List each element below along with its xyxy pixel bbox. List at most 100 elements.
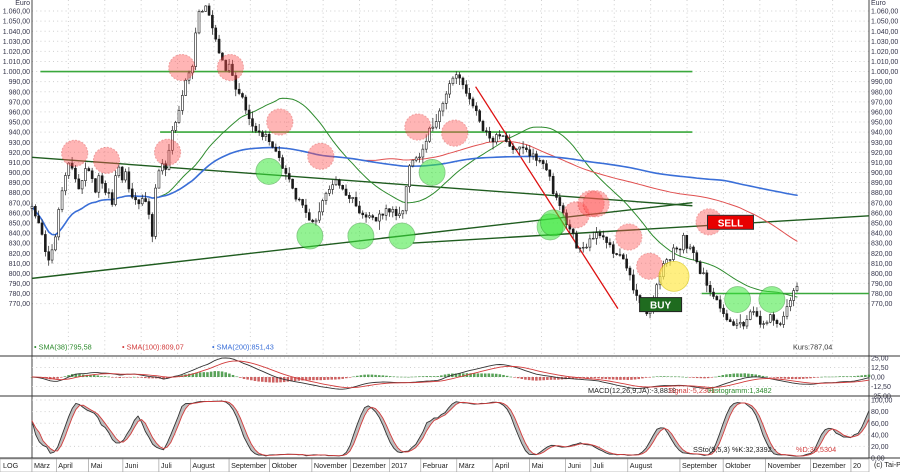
svg-text:LOG: LOG: [3, 461, 19, 470]
svg-text:60,00: 60,00: [871, 421, 889, 428]
svg-text:990,00: 990,00: [871, 79, 893, 86]
svg-text:Oktober: Oktober: [725, 461, 751, 470]
svg-text:September: September: [682, 461, 718, 470]
svg-text:830,00: 830,00: [9, 241, 31, 248]
svg-text:0,00: 0,00: [871, 375, 885, 382]
svg-text:960,00: 960,00: [9, 110, 31, 117]
svg-text:• SMA(200):851,43: • SMA(200):851,43: [212, 343, 274, 352]
svg-text:900,00: 900,00: [9, 170, 31, 177]
svg-text:Februar: Februar: [423, 461, 449, 470]
svg-text:860,00: 860,00: [871, 210, 893, 217]
svg-text:970,00: 970,00: [871, 99, 893, 106]
svg-text:Kurs:787,04: Kurs:787,04: [793, 343, 832, 352]
svg-text:1.040,00: 1.040,00: [871, 29, 898, 36]
svg-text:Dezember: Dezember: [813, 461, 847, 470]
svg-text:940,00: 940,00: [871, 130, 893, 137]
svg-text:860,00: 860,00: [9, 210, 31, 217]
svg-text:November: November: [768, 461, 802, 470]
svg-text:820,00: 820,00: [9, 251, 31, 258]
svg-text:770,00: 770,00: [9, 301, 31, 308]
svg-text:100,00: 100,00: [871, 398, 893, 405]
svg-text:810,00: 810,00: [871, 261, 893, 268]
svg-text:12,50: 12,50: [871, 365, 889, 372]
svg-text:Juni: Juni: [568, 461, 582, 470]
svg-text:1.000,00: 1.000,00: [3, 69, 30, 76]
svg-text:780,00: 780,00: [9, 291, 31, 298]
svg-text:850,00: 850,00: [9, 220, 31, 227]
svg-text:800,00: 800,00: [9, 271, 31, 278]
svg-text:September: September: [231, 461, 267, 470]
svg-text:25,00: 25,00: [871, 356, 889, 363]
svg-text:950,00: 950,00: [9, 120, 31, 127]
svg-text:August: August: [630, 461, 652, 470]
svg-text:940,00: 940,00: [9, 130, 31, 137]
svg-text:890,00: 890,00: [9, 180, 31, 187]
svg-text:März: März: [459, 461, 475, 470]
svg-text:960,00: 960,00: [871, 110, 893, 117]
svg-text:Juli: Juli: [161, 461, 172, 470]
svg-text:1.020,00: 1.020,00: [871, 49, 898, 56]
svg-text:780,00: 780,00: [871, 291, 893, 298]
svg-text:980,00: 980,00: [871, 89, 893, 96]
svg-text:980,00: 980,00: [9, 89, 31, 96]
svg-text:2017: 2017: [391, 461, 407, 470]
svg-text:920,00: 920,00: [9, 150, 31, 157]
svg-text:Juni: Juni: [125, 461, 139, 470]
svg-text:Juli: Juli: [593, 461, 604, 470]
svg-text:April: April: [495, 461, 510, 470]
svg-text:930,00: 930,00: [9, 140, 31, 147]
svg-text:SELL: SELL: [718, 218, 744, 229]
svg-text:Euro: Euro: [15, 0, 30, 7]
svg-text:20: 20: [853, 461, 861, 470]
svg-text:870,00: 870,00: [9, 200, 31, 207]
svg-text:1.010,00: 1.010,00: [871, 59, 898, 66]
svg-text:%D:33,5304: %D:33,5304: [796, 445, 836, 454]
svg-text:820,00: 820,00: [871, 251, 893, 258]
svg-text:1.020,00: 1.020,00: [3, 49, 30, 56]
svg-text:März: März: [34, 461, 50, 470]
svg-text:1.010,00: 1.010,00: [3, 59, 30, 66]
svg-text:840,00: 840,00: [871, 231, 893, 238]
svg-text:910,00: 910,00: [9, 160, 31, 167]
svg-text:800,00: 800,00: [871, 271, 893, 278]
svg-text:840,00: 840,00: [9, 231, 31, 238]
svg-text:830,00: 830,00: [871, 241, 893, 248]
svg-text:(c) Tai-Pan: (c) Tai-Pan: [874, 460, 900, 469]
svg-text:920,00: 920,00: [871, 150, 893, 157]
svg-text:1.000,00: 1.000,00: [871, 69, 898, 76]
svg-text:770,00: 770,00: [871, 301, 893, 308]
svg-text:August: August: [192, 461, 214, 470]
svg-text:990,00: 990,00: [9, 79, 31, 86]
svg-text:BUY: BUY: [650, 301, 671, 312]
svg-text:• SMA(38):795,58: • SMA(38):795,58: [34, 343, 92, 352]
svg-text:November: November: [314, 461, 348, 470]
svg-text:850,00: 850,00: [871, 220, 893, 227]
svg-text:SSto(9,5,3) %K:32,3392 -: SSto(9,5,3) %K:32,3392 -: [693, 445, 777, 454]
svg-text:950,00: 950,00: [871, 120, 893, 127]
svg-text:1.060,00: 1.060,00: [871, 9, 898, 16]
svg-text:40,00: 40,00: [871, 432, 889, 439]
svg-text:1.050,00: 1.050,00: [871, 19, 898, 26]
svg-text:790,00: 790,00: [9, 281, 31, 288]
svg-text:810,00: 810,00: [9, 261, 31, 268]
svg-text:80,00: 80,00: [871, 409, 889, 416]
svg-text:• SMA(100):809,07: • SMA(100):809,07: [122, 343, 184, 352]
svg-text:Dezember: Dezember: [353, 461, 387, 470]
svg-text:1.040,00: 1.040,00: [3, 29, 30, 36]
svg-text:890,00: 890,00: [871, 180, 893, 187]
svg-text:April: April: [58, 461, 73, 470]
svg-text:910,00: 910,00: [871, 160, 893, 167]
svg-text:Mai: Mai: [91, 461, 103, 470]
svg-text:20,00: 20,00: [871, 444, 889, 451]
svg-text:790,00: 790,00: [871, 281, 893, 288]
svg-text:880,00: 880,00: [871, 190, 893, 197]
svg-text:900,00: 900,00: [871, 170, 893, 177]
svg-text:-12,50: -12,50: [871, 384, 891, 391]
svg-text:1.060,00: 1.060,00: [3, 9, 30, 16]
svg-text:880,00: 880,00: [9, 190, 31, 197]
svg-text:930,00: 930,00: [871, 140, 893, 147]
svg-text:Oktober: Oktober: [272, 461, 298, 470]
svg-text:1.030,00: 1.030,00: [3, 39, 30, 46]
svg-text:Mai: Mai: [532, 461, 544, 470]
svg-text:Euro: Euro: [871, 0, 886, 7]
